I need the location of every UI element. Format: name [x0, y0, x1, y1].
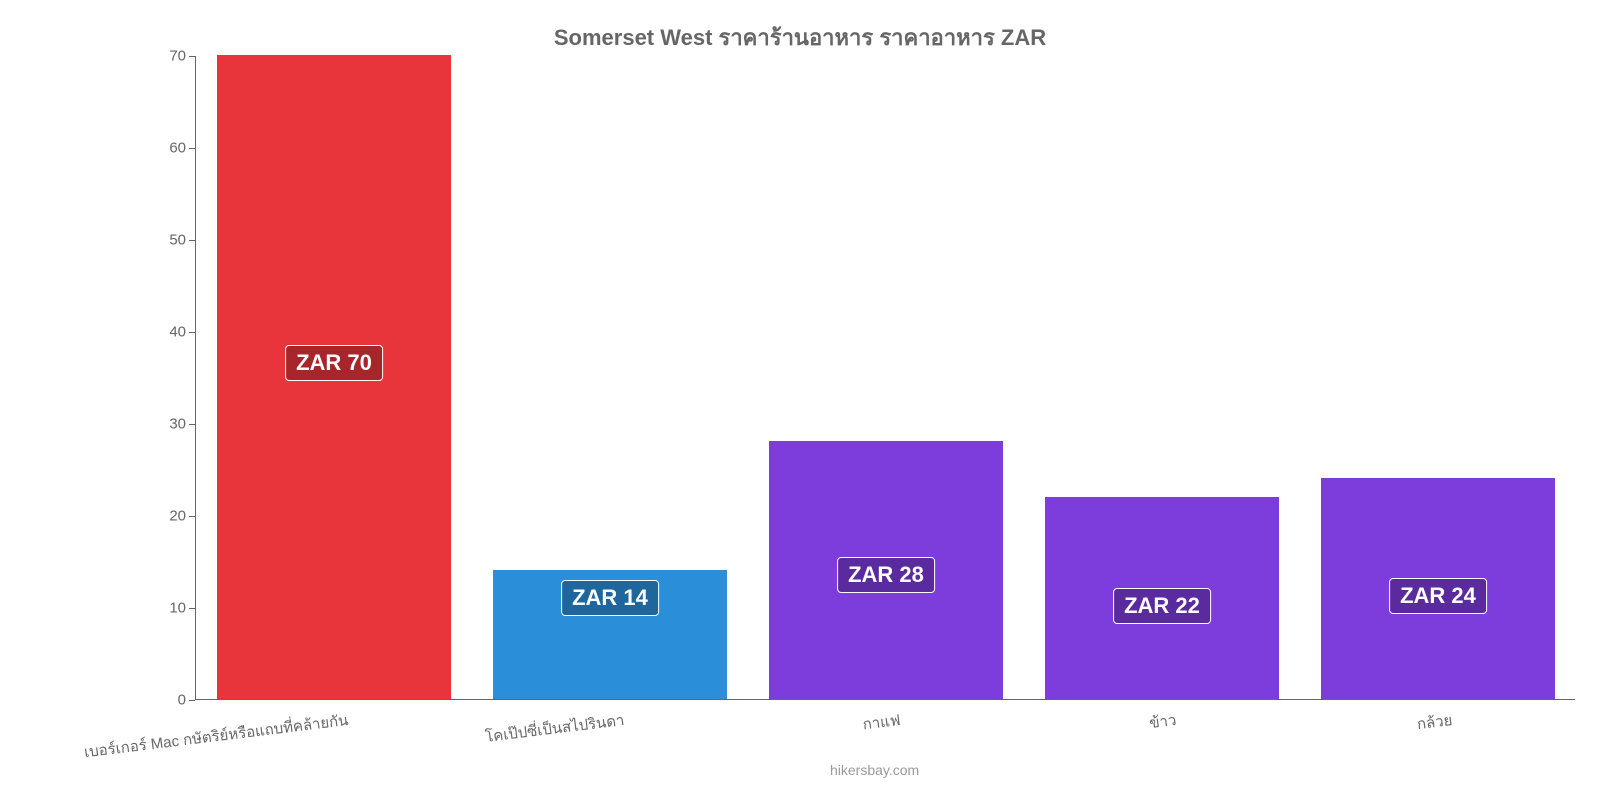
- price-bar-chart: Somerset West ราคาร้านอาหาร ราคาอาหาร ZA…: [0, 0, 1600, 800]
- y-tick-label: 40: [136, 324, 186, 341]
- y-tick-label: 10: [136, 600, 186, 617]
- bar-value-label: ZAR 24: [1389, 578, 1487, 614]
- y-tick-label: 0: [136, 692, 186, 709]
- bar-value-label: ZAR 14: [561, 580, 659, 616]
- y-tick-label: 50: [136, 232, 186, 249]
- y-tick-mark: [189, 148, 195, 149]
- y-tick-mark: [189, 240, 195, 241]
- bar-value-label: ZAR 28: [837, 557, 935, 593]
- y-tick-label: 60: [136, 140, 186, 157]
- y-tick-label: 30: [136, 416, 186, 433]
- plot-area: ZAR 70 ZAR 14 ZAR 28 ZAR 22 ZAR 24: [195, 56, 1575, 700]
- chart-title: Somerset West ราคาร้านอาหาร ราคาอาหาร ZA…: [0, 20, 1600, 55]
- y-tick-mark: [189, 608, 195, 609]
- y-tick-label: 70: [136, 48, 186, 65]
- y-tick-mark: [189, 332, 195, 333]
- y-tick-mark: [189, 56, 195, 57]
- bar-value-label: ZAR 22: [1113, 588, 1211, 624]
- y-tick-mark: [189, 700, 195, 701]
- y-tick-mark: [189, 424, 195, 425]
- y-tick-label: 20: [136, 508, 186, 525]
- y-tick-mark: [189, 516, 195, 517]
- bar-value-label: ZAR 70: [285, 345, 383, 381]
